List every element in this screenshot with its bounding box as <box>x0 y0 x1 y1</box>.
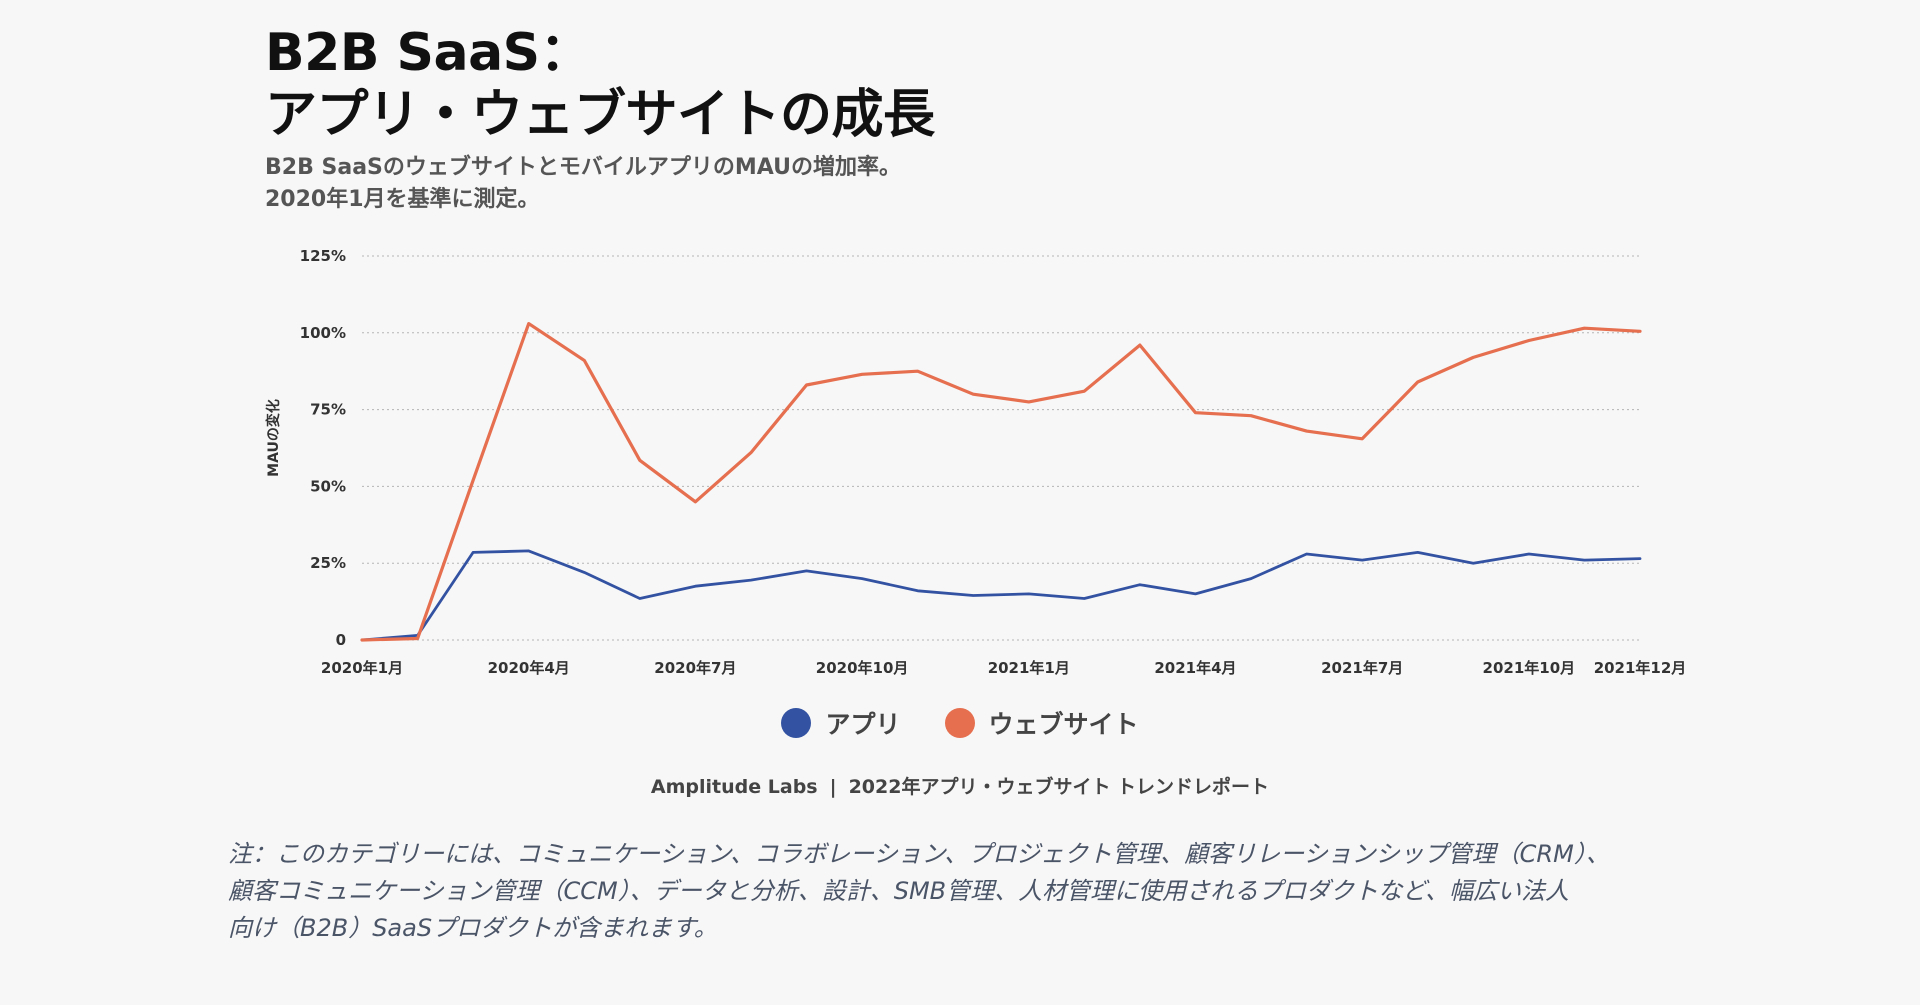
legend-marker-website <box>944 708 975 738</box>
legend-item-website: ウェブサイト <box>944 705 1139 741</box>
y-tick-label: 50% <box>310 477 346 495</box>
series-line-website <box>360 321 1642 642</box>
legend-item-app: アプリ <box>781 705 901 741</box>
source-report: 2022年アプリ・ウェブサイト トレンドレポート <box>848 776 1270 798</box>
x-tick-label: 2020年1月 <box>321 659 403 677</box>
footnote-line-2: 顧客コミュニケーション管理（CCM）、データと分析、設計、SMB管理、人材管理に… <box>228 877 1569 905</box>
x-tick-label: 2021年1月 <box>988 659 1070 677</box>
title-line-2: アプリ・ウェブサイトの成長 <box>265 85 935 145</box>
chart-legend: アプリ ウェブサイト <box>0 705 1920 741</box>
y-axis-label: MAUの変化 <box>265 399 282 477</box>
line-chart: 0 25% 50% 75% 100% 125% MAUの変化 2020年1月 2020年4月 20… <box>265 247 1687 677</box>
footnote: 注：このカテゴリーには、コミュニケーション、コラボレーション、プロジェクト管理、… <box>228 836 1688 947</box>
source-credit: Amplitude Labs | 2022年アプリ・ウェブサイト トレンドレポート <box>0 772 1920 799</box>
source-org: Amplitude Labs <box>650 776 818 798</box>
page-title: B2B SaaS： アプリ・ウェブサイトの成長 <box>265 22 935 146</box>
subtitle-line-1: B2B SaaSのウェブサイトとモバイルアプリのMAUの増加率。 <box>265 155 901 180</box>
x-tick-label: 2020年10月 <box>816 659 909 677</box>
x-tick-label: 2021年12月 <box>1594 659 1687 677</box>
x-tick-label: 2021年4月 <box>1154 659 1236 677</box>
source-separator: | <box>829 776 837 798</box>
y-tick-label: 75% <box>310 401 346 419</box>
legend-label-app: アプリ <box>825 710 901 739</box>
footnote-line-1: 注：このカテゴリーには、コミュニケーション、コラボレーション、プロジェクト管理、… <box>228 840 1610 868</box>
footnote-line-3: 向け（B2B）SaaSプロダクトが含まれます。 <box>228 914 718 942</box>
legend-label-website: ウェブサイト <box>988 710 1139 739</box>
subtitle-line-2: 2020年1月を基準に測定。 <box>265 187 540 212</box>
chart-subtitle: B2B SaaSのウェブサイトとモバイルアプリのMAUの増加率。 2020年1月… <box>265 152 901 216</box>
x-tick-label: 2020年4月 <box>488 659 570 677</box>
series-line-app <box>360 549 1642 642</box>
y-tick-label: 100% <box>300 324 346 342</box>
title-line-1: B2B SaaS： <box>265 23 592 83</box>
y-tick-label: 0 <box>336 631 346 649</box>
y-tick-label: 25% <box>310 554 346 572</box>
x-tick-label: 2020年7月 <box>654 659 736 677</box>
x-tick-label: 2021年7月 <box>1321 659 1403 677</box>
legend-marker-app <box>781 708 812 738</box>
x-tick-label: 2021年10月 <box>1483 659 1576 677</box>
y-tick-label: 125% <box>300 247 346 265</box>
